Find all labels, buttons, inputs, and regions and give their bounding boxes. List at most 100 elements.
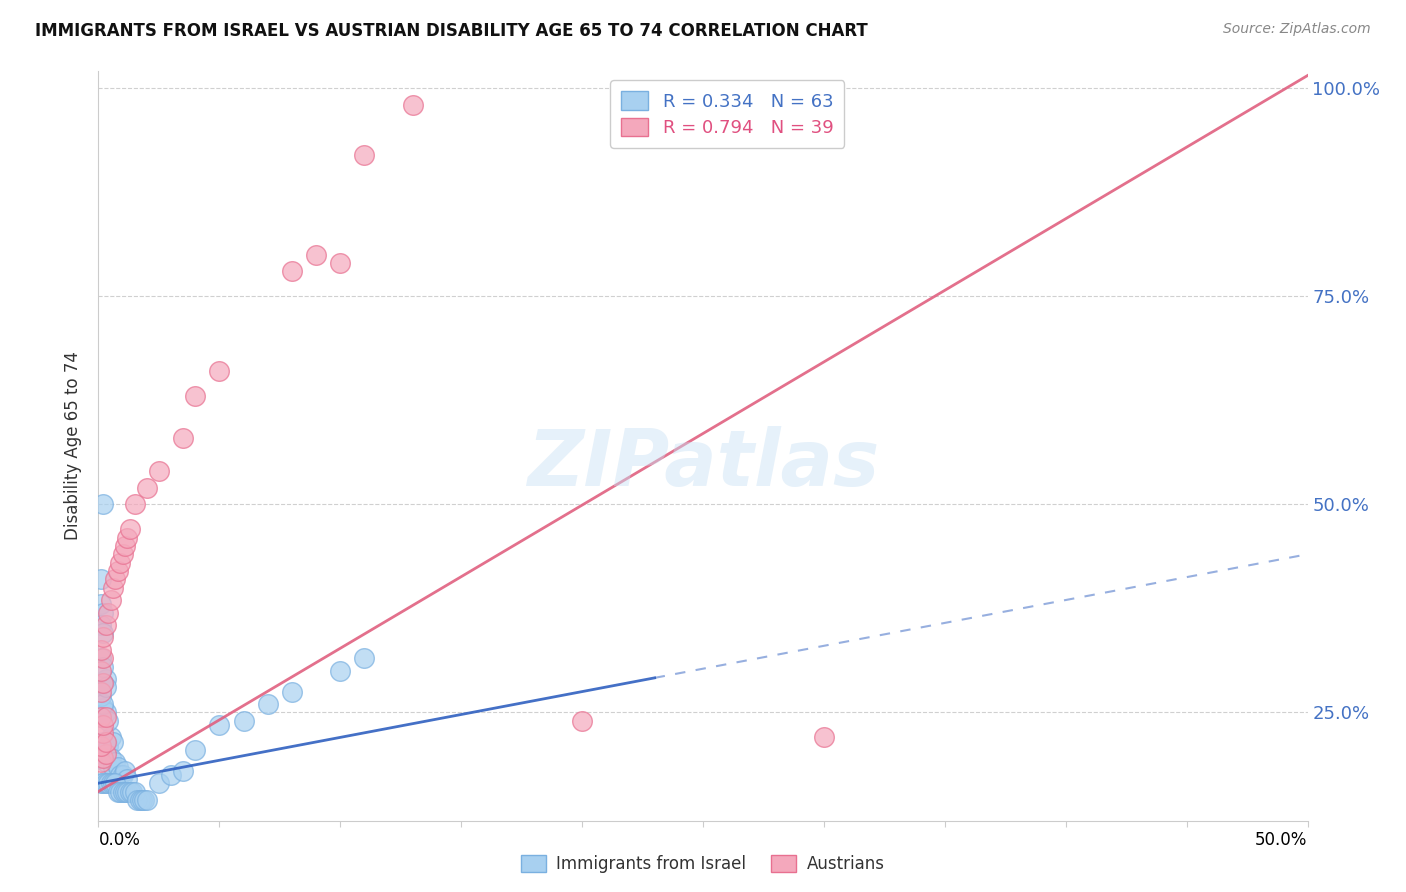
Point (91, 718, 114, 732)
Point (101, 759, 124, 773)
Point (90, 618, 112, 632)
Point (91, 676, 114, 690)
Point (184, 743, 207, 757)
Point (100, 731, 122, 745)
Point (91, 734, 114, 748)
Point (128, 793, 150, 807)
Text: 0.0%: 0.0% (98, 830, 141, 848)
Point (101, 776, 124, 790)
Point (107, 784, 129, 798)
Point (91, 751, 114, 765)
Point (117, 784, 139, 798)
Point (94, 747, 117, 761)
Point (281, 684, 304, 698)
Point (108, 784, 131, 798)
Point (94, 618, 117, 632)
Point (97, 606, 120, 620)
Point (148, 464, 170, 478)
Point (90, 643, 112, 657)
Point (208, 364, 231, 378)
Point (90, 572, 112, 586)
Point (101, 734, 124, 748)
Point (135, 793, 157, 807)
Point (117, 772, 139, 786)
Point (91, 626, 114, 640)
Point (124, 497, 146, 511)
Point (104, 572, 127, 586)
Point (91, 697, 114, 711)
Point (91, 606, 114, 620)
Point (121, 784, 143, 798)
Point (148, 776, 170, 790)
Point (97, 714, 120, 728)
Point (94, 734, 117, 748)
Point (91, 659, 114, 673)
Point (127, 793, 149, 807)
Point (100, 776, 122, 790)
Point (101, 581, 124, 595)
Point (172, 431, 194, 445)
Point (90, 756, 112, 770)
Text: IMMIGRANTS FROM ISRAEL VS AUSTRIAN DISABILITY AGE 65 TO 74 CORRELATION CHART: IMMIGRANTS FROM ISRAEL VS AUSTRIAN DISAB… (35, 22, 868, 40)
Point (232, 714, 254, 728)
Point (184, 389, 207, 403)
Point (91, 747, 114, 761)
Point (94, 776, 117, 790)
Point (353, 651, 375, 665)
Point (91, 726, 114, 740)
Point (118, 522, 141, 536)
Point (111, 768, 134, 782)
Point (90, 651, 112, 665)
Point (114, 764, 136, 778)
Point (813, 731, 835, 745)
Point (90, 709, 112, 723)
Point (97, 776, 120, 790)
Point (135, 481, 157, 495)
Point (90, 684, 112, 698)
Point (571, 714, 593, 728)
Point (100, 751, 122, 765)
Point (114, 539, 136, 553)
Point (90, 709, 112, 723)
Point (91, 676, 114, 690)
Text: ZIPatlas: ZIPatlas (527, 425, 879, 502)
Point (118, 784, 141, 798)
Point (90, 664, 112, 678)
Point (90, 739, 112, 753)
Point (90, 776, 112, 790)
Point (208, 718, 231, 732)
Point (91, 651, 114, 665)
Point (305, 247, 328, 261)
Point (124, 784, 146, 798)
Point (94, 756, 117, 770)
Point (353, 147, 375, 161)
Point (111, 784, 134, 798)
Point (114, 784, 136, 798)
Point (97, 739, 120, 753)
Point (91, 776, 114, 790)
Point (108, 556, 131, 570)
Point (94, 709, 117, 723)
Point (131, 793, 153, 807)
Text: 50.0%: 50.0% (1256, 830, 1308, 848)
Point (134, 793, 156, 807)
Point (91, 701, 114, 715)
Point (172, 764, 194, 778)
Point (329, 664, 352, 678)
Point (117, 531, 139, 545)
Point (100, 593, 122, 607)
Text: Source: ZipAtlas.com: Source: ZipAtlas.com (1223, 22, 1371, 37)
Point (107, 564, 129, 578)
Y-axis label: Disability Age 65 to 74: Disability Age 65 to 74 (65, 351, 83, 541)
Point (107, 759, 129, 773)
Point (111, 547, 134, 561)
Point (256, 697, 278, 711)
Point (91, 631, 114, 645)
Point (90, 751, 112, 765)
Legend: Immigrants from Israel, Austrians: Immigrants from Israel, Austrians (515, 848, 891, 880)
Point (90, 597, 112, 611)
Point (90, 689, 112, 703)
Point (94, 706, 117, 720)
Point (94, 672, 117, 686)
Point (104, 756, 127, 770)
